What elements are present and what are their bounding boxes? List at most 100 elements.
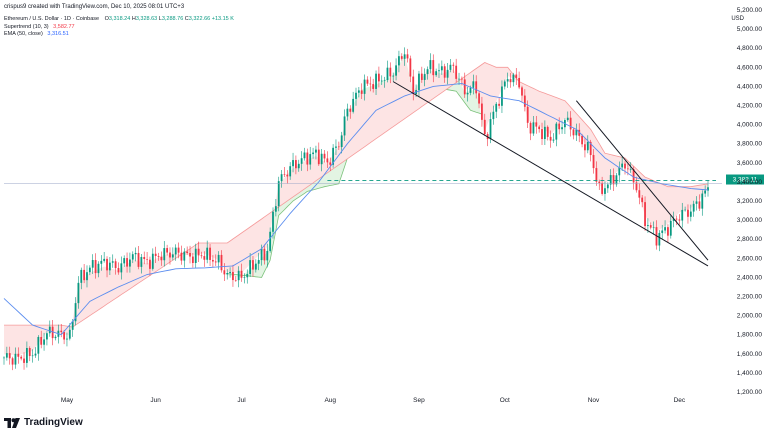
supertrend-layer [4,54,709,356]
candle [386,60,389,83]
ohlc-h: H3,328.63 [131,16,158,22]
candle [17,347,20,364]
candle [312,147,314,159]
candle [638,183,641,205]
candle [252,255,254,277]
candle [80,267,83,290]
candle [169,247,171,265]
candle [667,224,669,243]
candle [83,264,86,284]
candle [3,356,5,365]
y-tick-label: 1,400.00 [737,370,763,377]
candle [701,190,704,216]
candle [598,179,601,190]
candle [40,330,43,349]
axes: 1,200.00 1,400.00 1,600.00 1,800.00 2,000.00… [61,7,763,404]
candle [581,133,583,148]
candle [363,74,366,101]
candle [458,72,460,85]
y-tick-label: 2,800.00 [737,236,763,243]
candle [137,245,140,270]
x-tick-label: Jul [237,397,246,404]
candle [91,254,94,275]
candle [332,144,335,168]
candle [569,111,572,137]
candle [8,346,11,365]
candle [189,245,191,264]
candle [521,85,523,103]
candle [678,214,681,225]
candle [220,250,223,273]
candle [143,251,146,265]
candle [418,70,420,98]
candle [28,346,31,362]
candle [609,169,612,190]
candle [166,244,169,256]
candle [346,103,349,121]
ohlc-l: L3,288.76 [158,16,184,22]
candle [286,170,289,184]
candle [68,323,71,341]
candle [426,66,429,80]
candle [669,215,672,239]
candle [704,185,707,198]
candle [146,252,148,265]
candle [420,66,423,83]
candle [383,76,386,88]
candle [234,276,237,282]
candle [117,262,120,275]
y-tick-label: 2,400.00 [737,274,763,281]
candle [438,63,440,79]
candle [280,169,283,188]
y-tick-label: 2,200.00 [737,294,763,301]
candle [541,122,543,146]
candle [54,334,57,341]
candle [174,244,177,261]
candle [295,155,297,175]
candle [435,68,438,77]
candle [129,252,131,273]
candle [46,331,48,346]
y-tick-label: 4,400.00 [737,83,763,90]
candle [108,256,111,275]
candle [566,111,569,122]
candle [31,349,34,363]
candle [558,117,561,135]
candle [532,115,535,136]
candle [466,86,469,102]
candle [309,146,312,170]
candle [94,253,97,279]
candle [692,200,695,217]
ohlc-o: O3,318.24 [104,16,131,22]
x-tick-label: Oct [500,397,510,404]
candle [200,251,203,259]
candle [352,91,355,114]
candle [123,255,126,267]
candle [635,176,638,193]
candle [546,125,549,141]
candle [483,113,486,136]
candle [486,132,489,147]
candle [375,70,377,95]
candle [240,263,243,282]
candle [687,204,689,224]
candle [254,259,257,273]
candle [501,80,503,113]
candle [66,332,68,347]
candle [246,269,249,284]
candle [644,196,646,231]
candle [243,273,246,284]
candle [349,105,352,119]
y-tick-label: 1,600.00 [737,351,763,358]
candle [406,48,409,63]
candle [629,162,632,173]
candle [48,320,51,337]
brand-name: TradingView [24,417,83,428]
candle [707,180,709,197]
ohlc-change: +13.15 K [211,16,234,22]
x-tick-label: Aug [324,397,336,404]
candle [86,265,88,288]
candle [212,255,214,268]
candle [618,161,621,183]
